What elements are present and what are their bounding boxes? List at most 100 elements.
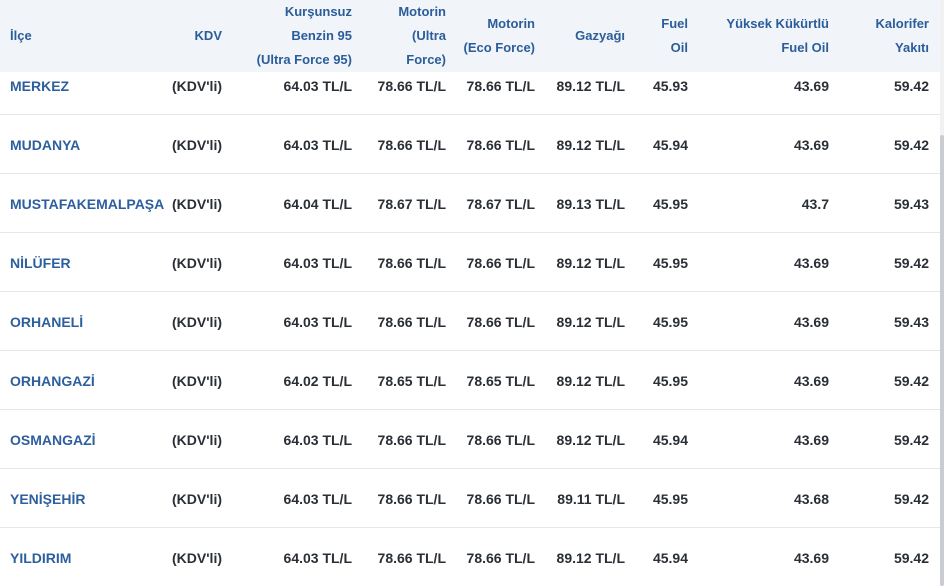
cell-fuel-oil: 45.95 (652, 195, 688, 212)
cell-kalorifer: 59.42 (893, 254, 929, 271)
cell-benzin: 64.03 TL/L (283, 490, 352, 507)
cell-gazyagi: 89.12 TL/L (556, 431, 625, 448)
column-header-line: Motorin (487, 16, 535, 31)
cell-kalorifer: 59.43 (893, 195, 929, 212)
column-header-line: Motorin (398, 4, 446, 19)
district-link[interactable]: OSMANGAZİ (10, 431, 96, 448)
cell-yuksek: 43.7 (801, 195, 829, 212)
cell-kdv: (KDV'li) (172, 490, 222, 507)
column-header-line: Force) (406, 52, 446, 67)
column-header-line: (Ultra Force 95) (256, 52, 352, 67)
column-header-yuksek: Yüksek Kükürtlü Fuel Oil (700, 0, 829, 72)
table-row: MUSTAFAKEMALPAŞA (KDV'li) 64.04 TL/L 78.67 … (0, 174, 940, 233)
cell-kdv: (KDV'li) (172, 431, 222, 448)
column-header-line: Yakıtı (895, 40, 929, 55)
cell-motorin-ultra: 78.66 TL/L (377, 431, 446, 448)
cell-benzin: 64.03 TL/L (283, 549, 352, 566)
cell-benzin: 64.03 TL/L (283, 136, 352, 153)
cell-kalorifer: 59.42 (893, 77, 929, 94)
column-header-gazyagi: Gazyağı (545, 0, 625, 72)
cell-fuel-oil: 45.95 (652, 490, 688, 507)
district-link[interactable]: YENİŞEHİR (10, 490, 86, 507)
cell-motorin-ultra: 78.66 TL/L (377, 313, 446, 330)
cell-kdv: (KDV'li) (172, 549, 222, 566)
cell-yuksek: 43.69 (793, 372, 829, 389)
vertical-scrollbar[interactable] (940, 0, 944, 586)
district-link[interactable]: MUSTAFAKEMALPAŞA (10, 195, 165, 212)
cell-fuel-oil: 45.95 (652, 254, 688, 271)
cell-gazyagi: 89.11 TL/L (557, 490, 625, 507)
column-header-kalorifer: Kalorifer Yakıtı (840, 0, 929, 72)
table-header: İlçe KDV Kurşunsuz Benzin 95 (Ultra Force 95… (0, 0, 940, 72)
cell-benzin: 64.03 TL/L (283, 313, 352, 330)
cell-motorin-eco: 78.66 TL/L (466, 313, 535, 330)
cell-motorin-ultra: 78.66 TL/L (377, 77, 446, 94)
column-header-line: Oil (670, 40, 688, 55)
district-link[interactable]: ORHANGAZİ (10, 372, 95, 389)
district-link[interactable]: ORHANELİ (10, 313, 84, 330)
cell-kdv: (KDV'li) (172, 77, 222, 94)
cell-benzin: 64.02 TL/L (283, 372, 352, 389)
column-header-line: Kalorifer (875, 16, 929, 31)
cell-fuel-oil: 45.94 (652, 549, 688, 566)
column-header-line: KDV (194, 28, 222, 43)
cell-kdv: (KDV'li) (172, 254, 222, 271)
column-header-motorin-ultra: Motorin (Ultra Force) (360, 0, 446, 72)
table-row: NİLÜFER (KDV'li) 64.03 TL/L 78.66 TL/L 78.66… (0, 233, 940, 292)
table-row: YENİŞEHİR (KDV'li) 64.03 TL/L 78.66 TL/L 78.… (0, 469, 940, 528)
cell-gazyagi: 89.12 TL/L (556, 313, 625, 330)
cell-yuksek: 43.69 (793, 254, 829, 271)
scrollbar-thumb[interactable] (940, 135, 944, 586)
cell-yuksek: 43.68 (793, 490, 829, 507)
cell-benzin: 64.03 TL/L (283, 431, 352, 448)
cell-kalorifer: 59.42 (893, 549, 929, 566)
cell-benzin: 64.03 TL/L (283, 254, 352, 271)
table-row: MUDANYA (KDV'li) 64.03 TL/L 78.66 TL/L 78.66… (0, 115, 940, 174)
cell-motorin-ultra: 78.66 TL/L (377, 254, 446, 271)
cell-gazyagi: 89.12 TL/L (556, 77, 625, 94)
cell-motorin-eco: 78.66 TL/L (466, 549, 535, 566)
table-row: OSMANGAZİ (KDV'li) 64.03 TL/L 78.66 TL/L 78.… (0, 410, 940, 469)
cell-yuksek: 43.69 (793, 431, 829, 448)
cell-fuel-oil: 45.95 (652, 313, 688, 330)
cell-fuel-oil: 45.94 (652, 136, 688, 153)
cell-benzin: 64.03 TL/L (283, 77, 352, 94)
district-link[interactable]: NİLÜFER (10, 254, 71, 271)
cell-motorin-eco: 78.66 TL/L (466, 136, 535, 153)
column-header-benzin: Kurşunsuz Benzin 95 (Ultra Force 95) (240, 0, 352, 72)
district-link[interactable]: YILDIRIM (10, 549, 72, 566)
column-header-line: Fuel Oil (781, 40, 829, 55)
cell-yuksek: 43.69 (793, 549, 829, 566)
column-header-line: Fuel (661, 16, 688, 31)
cell-motorin-eco: 78.67 TL/L (466, 195, 535, 212)
column-header-line: Kurşunsuz (284, 4, 352, 19)
table-row: YILDIRIM (KDV'li) 64.03 TL/L 78.66 TL/L 78.6… (0, 528, 940, 586)
column-header-line: Yüksek Kükürtlü (726, 16, 829, 31)
cell-kalorifer: 59.42 (893, 490, 929, 507)
cell-motorin-ultra: 78.66 TL/L (377, 136, 446, 153)
cell-motorin-ultra: 78.67 TL/L (377, 195, 446, 212)
cell-kdv: (KDV'li) (172, 195, 222, 212)
cell-gazyagi: 89.12 TL/L (556, 254, 625, 271)
column-header-motorin-eco: Motorin (Eco Force) (455, 0, 535, 72)
district-link[interactable]: MERKEZ (10, 77, 70, 94)
district-link[interactable]: MUDANYA (10, 136, 81, 153)
table-row: ORHANGAZİ (KDV'li) 64.02 TL/L 78.65 TL/L 78.… (0, 351, 940, 410)
cell-motorin-eco: 78.66 TL/L (466, 431, 535, 448)
cell-motorin-eco: 78.66 TL/L (466, 77, 535, 94)
cell-motorin-eco: 78.65 TL/L (466, 372, 535, 389)
cell-kdv: (KDV'li) (172, 313, 222, 330)
column-header-line: İlçe (10, 28, 32, 43)
column-header-line: (Eco Force) (463, 40, 535, 55)
column-header-ilce: İlçe (10, 0, 32, 72)
column-header-kdv: KDV (150, 0, 222, 72)
cell-fuel-oil: 45.94 (652, 431, 688, 448)
cell-fuel-oil: 45.93 (652, 77, 688, 94)
cell-kalorifer: 59.42 (893, 431, 929, 448)
cell-gazyagi: 89.12 TL/L (556, 549, 625, 566)
cell-kdv: (KDV'li) (172, 136, 222, 153)
cell-kalorifer: 59.42 (893, 372, 929, 389)
cell-kdv: (KDV'li) (172, 372, 222, 389)
cell-yuksek: 43.69 (793, 313, 829, 330)
table-row: ORHANELİ (KDV'li) 64.03 TL/L 78.66 TL/L 78.6… (0, 292, 940, 351)
